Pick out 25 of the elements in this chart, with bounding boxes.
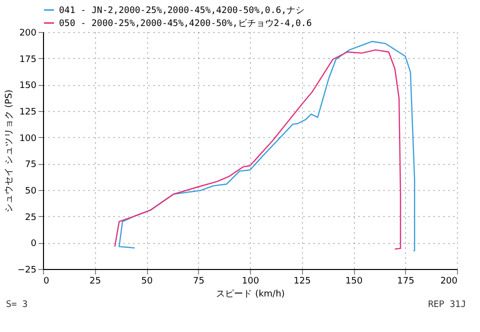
- text: S= 3: [6, 300, 28, 310]
- y-axis-title: シュウセイ シュツリョク (PS): [4, 90, 15, 212]
- y-tick-label: 150: [19, 81, 37, 92]
- text: REP 31J: [428, 300, 466, 310]
- y-tick-label: 175: [19, 54, 36, 65]
- y-tick-label: 0: [30, 239, 37, 250]
- y-tick-label: 25: [25, 212, 36, 223]
- y-tick-label: 100: [19, 134, 37, 144]
- x-tick-label: 25: [90, 276, 101, 286]
- x-tick-label: 0: [44, 276, 50, 286]
- y-tick-label: 50: [25, 186, 37, 196]
- x-tick-label: 50: [141, 276, 153, 286]
- x-tick-label: 75: [193, 276, 204, 286]
- y-tick-label: 75: [25, 160, 36, 170]
- x-tick-label: 125: [294, 276, 311, 286]
- x-tick-label: 100: [242, 276, 260, 286]
- x-tick-label: 200: [440, 276, 458, 286]
- y-tick-label: 125: [19, 108, 36, 118]
- legend-label: 041 - JN-2,2000-25%,2000-45%,4200-50%,0.6,ナシ: [59, 6, 305, 16]
- x-axis-title: スピード (km/h): [216, 288, 285, 300]
- y-tick-label: 200: [19, 28, 37, 38]
- x-tick-label: 150: [345, 276, 363, 286]
- y-tick-label: −25: [18, 266, 36, 276]
- legend-label: 050 - 2000-25%,2000-45%,4200-50%,ビチョウ2-4,0.6: [59, 18, 312, 29]
- x-tick-label: 175: [397, 276, 414, 286]
